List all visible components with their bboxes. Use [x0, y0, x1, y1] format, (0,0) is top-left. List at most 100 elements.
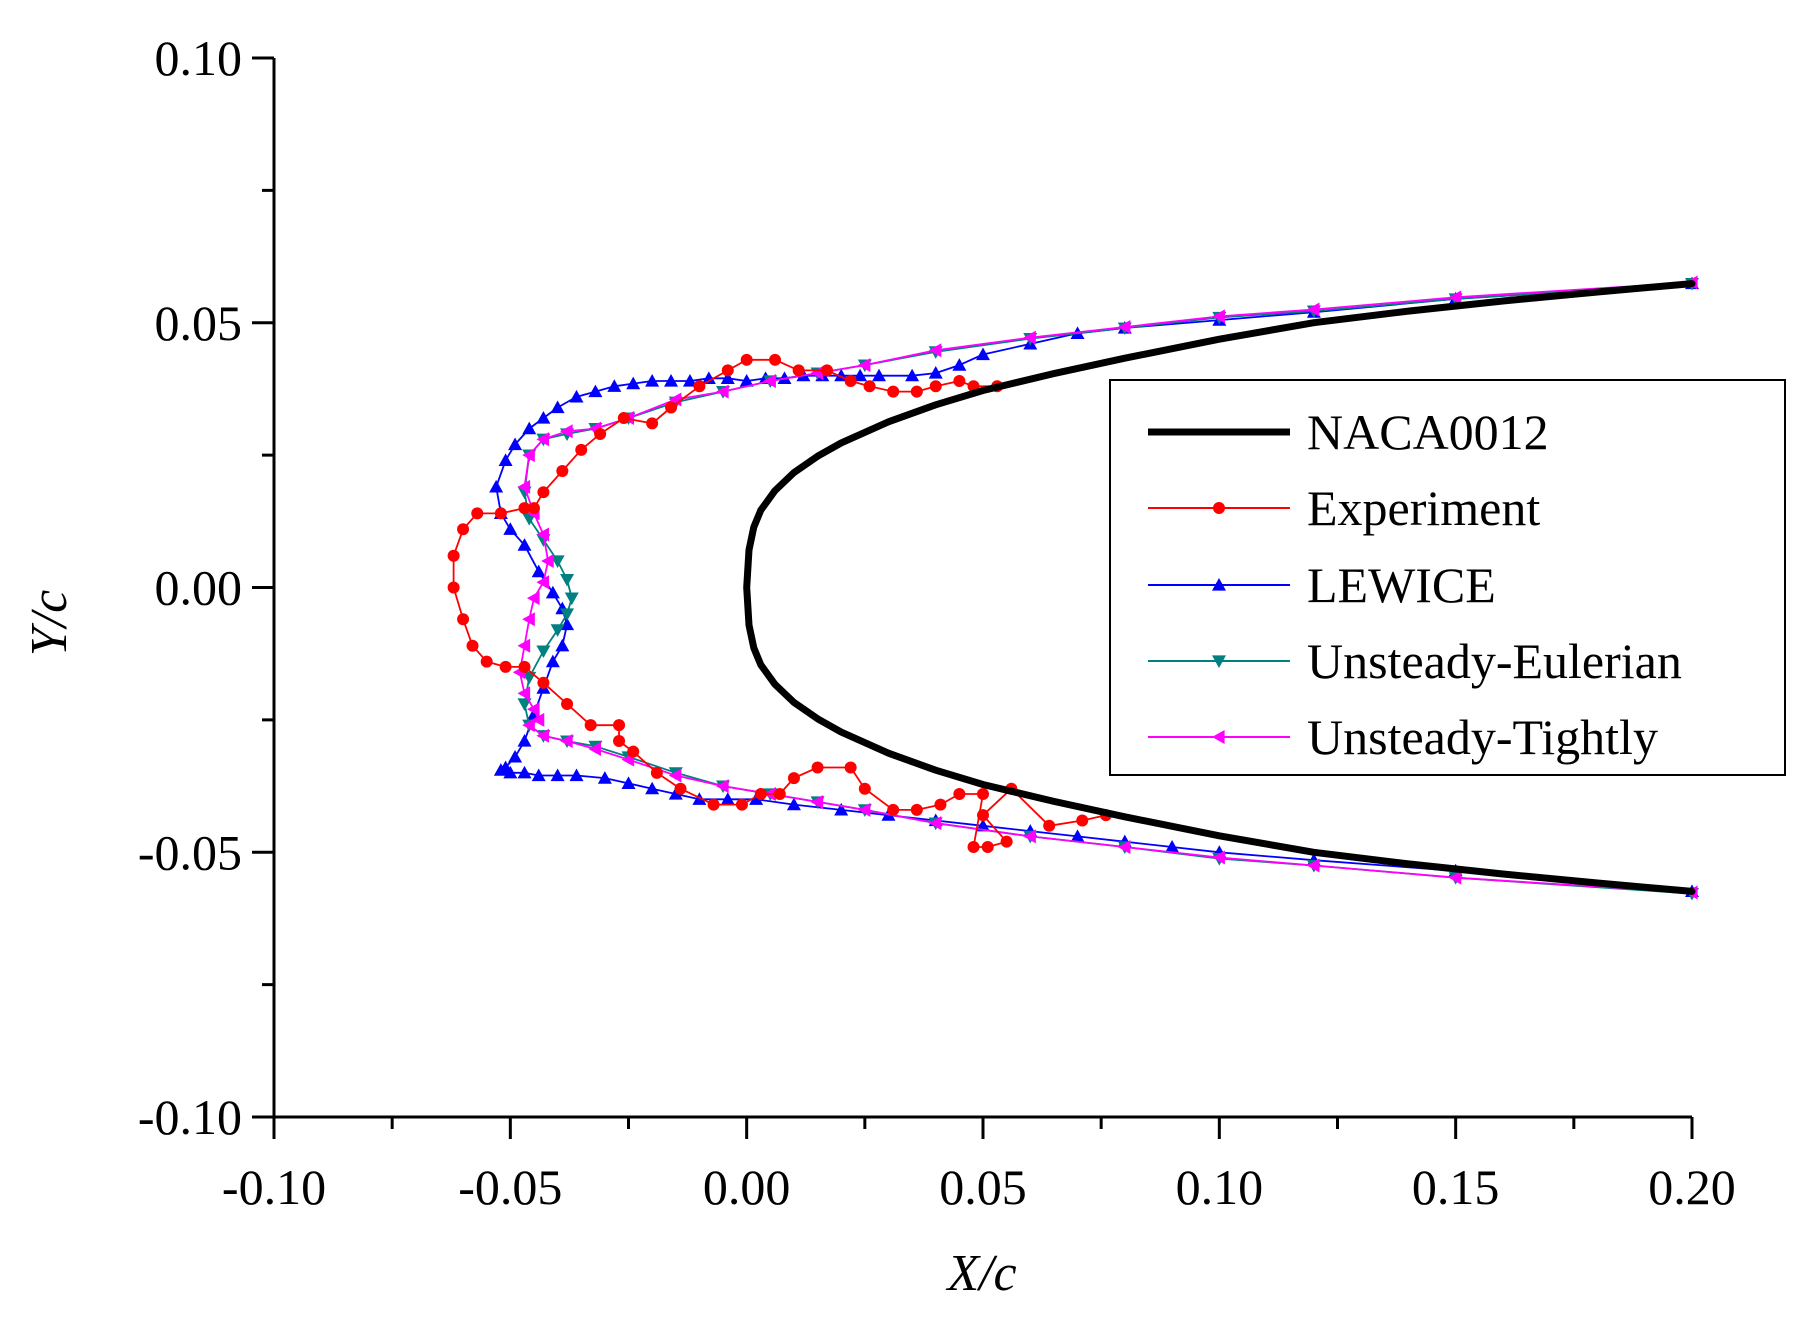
data-point-unsteady-tightly	[1306, 302, 1320, 317]
data-point-lewice	[621, 776, 636, 790]
data-point-unsteady-tightly	[560, 424, 573, 439]
data-point-experiment	[613, 719, 626, 732]
data-point-experiment	[887, 385, 900, 398]
data-point-unsteady-eulerian	[564, 592, 579, 606]
data-point-unsteady-eulerian	[560, 573, 575, 587]
data-point-unsteady-tightly	[810, 794, 824, 809]
data-point-experiment	[721, 364, 734, 377]
data-point-unsteady-eulerian	[536, 645, 551, 659]
data-point-experiment	[787, 772, 800, 785]
legend: NACA0012 Experiment LEWICE Unsteady-Euleria…	[1109, 379, 1786, 776]
legend-item-lewice: LEWICE	[1148, 557, 1496, 613]
data-point-lewice	[503, 522, 518, 535]
data-point-lewice	[597, 771, 612, 784]
data-point-unsteady-tightly	[716, 384, 729, 399]
data-point-lewice	[517, 538, 532, 551]
y-tick-label: 0.05	[155, 295, 243, 351]
data-point-unsteady-tightly	[536, 728, 550, 743]
legend-label-naca0012: NACA0012	[1307, 404, 1549, 460]
data-point-lewice	[508, 437, 523, 451]
data-point-experiment	[887, 803, 900, 816]
data-point-experiment	[627, 745, 640, 758]
data-point-experiment	[858, 782, 871, 795]
data-point-experiment	[792, 364, 805, 377]
data-point-experiment	[447, 549, 460, 562]
series-line-unsteady-tightly	[518, 281, 1693, 894]
data-point-lewice	[550, 400, 565, 414]
data-point-experiment	[457, 613, 470, 626]
data-point-experiment	[773, 788, 786, 801]
data-point-unsteady-tightly	[928, 816, 942, 831]
data-point-experiment	[494, 507, 507, 520]
data-point-lewice	[682, 373, 697, 387]
data-point-experiment	[844, 374, 857, 387]
legend-label-unsteady-eulerian: Unsteady-Eulerian	[1307, 633, 1682, 689]
data-point-experiment	[537, 486, 550, 499]
data-point-unsteady-tightly	[531, 712, 545, 727]
series-line-naca0012	[743, 280, 1696, 895]
data-point-unsteady-tightly	[541, 554, 554, 569]
data-point-experiment	[740, 353, 753, 366]
y-tick-label: -0.05	[138, 824, 242, 880]
data-point-lewice	[668, 787, 683, 800]
data-point-lewice	[555, 638, 570, 652]
data-point-unsteady-tightly	[517, 479, 531, 494]
data-point-unsteady-tightly	[1212, 850, 1225, 865]
data-point-unsteady-tightly	[928, 343, 942, 358]
data-point-experiment	[537, 676, 550, 689]
data-point-unsteady-tightly	[857, 358, 871, 373]
data-point-experiment	[953, 788, 966, 801]
legend-item-unsteady-tightly: Unsteady-Tightly	[1148, 709, 1658, 765]
data-point-experiment	[934, 798, 947, 811]
data-point-experiment	[674, 782, 687, 795]
legend-marker-unsteady-eulerian	[1212, 655, 1226, 668]
data-point-lewice	[503, 765, 518, 779]
data-point-experiment	[471, 507, 484, 520]
data-point-lewice	[645, 781, 660, 795]
data-point-experiment	[556, 465, 569, 478]
data-point-lewice	[569, 389, 584, 403]
data-point-lewice	[522, 421, 537, 435]
x-tick-label: 0.15	[1412, 1159, 1500, 1215]
data-point-lewice	[545, 585, 560, 599]
data-point-unsteady-tightly	[668, 768, 682, 783]
data-point-lewice	[588, 384, 603, 398]
x-tick-label: 0.20	[1648, 1159, 1736, 1215]
data-point-experiment	[518, 660, 531, 673]
data-point-experiment	[665, 401, 678, 414]
y-tick-label: -0.10	[138, 1089, 242, 1145]
data-point-lewice	[607, 379, 622, 392]
data-point-unsteady-tightly	[522, 448, 535, 463]
data-point-lewice	[489, 479, 504, 493]
data-point-experiment	[821, 364, 834, 377]
data-point-experiment	[575, 443, 588, 456]
data-point-lewice	[517, 734, 532, 747]
data-point-experiment	[1076, 814, 1089, 827]
data-point-experiment	[480, 655, 493, 668]
series-experiment	[447, 353, 1112, 853]
data-point-lewice	[976, 818, 990, 832]
data-point-experiment	[929, 380, 942, 393]
data-point-experiment	[499, 660, 512, 673]
data-point-experiment	[811, 761, 824, 774]
data-point-experiment	[769, 353, 782, 366]
legend-item-unsteady-eulerian: Unsteady-Eulerian	[1148, 633, 1682, 689]
data-point-experiment	[693, 380, 706, 393]
ticks: -0.10 -0.05 0.00 0.05 0.10 0.15 0.20 -0.10 -0.05…	[138, 30, 1736, 1215]
data-point-experiment	[617, 412, 630, 425]
data-point-experiment	[910, 385, 923, 398]
data-point-experiment	[981, 840, 994, 853]
series-naca0012	[743, 280, 1696, 895]
data-point-lewice	[786, 797, 801, 811]
data-point-experiment	[650, 766, 663, 779]
data-point-experiment	[977, 809, 989, 822]
data-point-lewice	[701, 371, 716, 384]
legend-label-lewice: LEWICE	[1307, 557, 1496, 613]
data-point-unsteady-tightly	[1023, 829, 1036, 844]
x-tick-label: -0.10	[222, 1159, 326, 1215]
data-point-experiment	[584, 719, 597, 732]
y-tick-label: 0.10	[155, 30, 243, 86]
data-point-lewice	[1165, 839, 1180, 853]
data-point-unsteady-tightly	[1306, 858, 1320, 873]
data-point-lewice	[1070, 829, 1085, 842]
